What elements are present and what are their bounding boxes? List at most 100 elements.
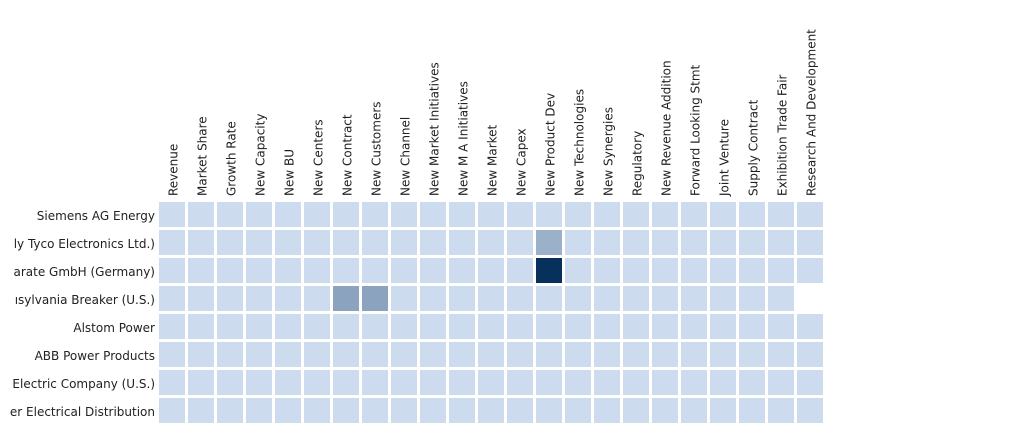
- heatmap-cell[interactable]: [536, 370, 562, 395]
- heatmap-cell[interactable]: [565, 258, 591, 283]
- heatmap-cell[interactable]: [449, 398, 475, 423]
- heatmap-cell[interactable]: [681, 342, 707, 367]
- heatmap-cell[interactable]: [652, 230, 678, 255]
- heatmap-cell[interactable]: [594, 370, 620, 395]
- heatmap-cell[interactable]: [507, 258, 533, 283]
- heatmap-cell[interactable]: [797, 202, 823, 227]
- heatmap-cell[interactable]: [623, 314, 649, 339]
- heatmap-cell[interactable]: [739, 342, 765, 367]
- heatmap-cell[interactable]: [246, 314, 272, 339]
- heatmap-cell[interactable]: [391, 342, 417, 367]
- heatmap-cell[interactable]: [217, 370, 243, 395]
- heatmap-cell[interactable]: [710, 342, 736, 367]
- heatmap-cell[interactable]: [420, 202, 446, 227]
- heatmap-cell[interactable]: [710, 370, 736, 395]
- heatmap-cell[interactable]: [507, 314, 533, 339]
- heatmap-cell[interactable]: [188, 258, 214, 283]
- heatmap-cell[interactable]: [159, 202, 185, 227]
- heatmap-cell[interactable]: [159, 286, 185, 311]
- heatmap-cell[interactable]: [681, 314, 707, 339]
- heatmap-cell[interactable]: [710, 258, 736, 283]
- heatmap-cell[interactable]: [478, 230, 504, 255]
- heatmap-cell[interactable]: [362, 202, 388, 227]
- heatmap-cell[interactable]: [333, 258, 359, 283]
- heatmap-cell[interactable]: [623, 230, 649, 255]
- heatmap-cell[interactable]: [710, 202, 736, 227]
- heatmap-cell[interactable]: [797, 370, 823, 395]
- heatmap-cell[interactable]: [333, 286, 359, 311]
- heatmap-cell[interactable]: [275, 286, 301, 311]
- heatmap-cell[interactable]: [768, 370, 794, 395]
- heatmap-cell[interactable]: [565, 230, 591, 255]
- heatmap-cell[interactable]: [391, 202, 417, 227]
- heatmap-cell[interactable]: [565, 342, 591, 367]
- heatmap-cell[interactable]: [478, 202, 504, 227]
- heatmap-cell[interactable]: [391, 314, 417, 339]
- heatmap-cell[interactable]: [449, 258, 475, 283]
- heatmap-cell[interactable]: [797, 342, 823, 367]
- heatmap-cell[interactable]: [304, 370, 330, 395]
- heatmap-cell[interactable]: [507, 230, 533, 255]
- heatmap-cell[interactable]: [507, 398, 533, 423]
- heatmap-cell[interactable]: [333, 342, 359, 367]
- heatmap-cell[interactable]: [768, 398, 794, 423]
- heatmap-cell[interactable]: [768, 286, 794, 311]
- heatmap-cell[interactable]: [391, 370, 417, 395]
- heatmap-cell[interactable]: [565, 370, 591, 395]
- heatmap-cell[interactable]: [159, 230, 185, 255]
- heatmap-cell[interactable]: [478, 342, 504, 367]
- heatmap-cell[interactable]: [217, 286, 243, 311]
- heatmap-cell[interactable]: [217, 202, 243, 227]
- heatmap-cell[interactable]: [217, 342, 243, 367]
- heatmap-cell[interactable]: [362, 286, 388, 311]
- heatmap-cell[interactable]: [333, 398, 359, 423]
- heatmap-cell[interactable]: [623, 370, 649, 395]
- heatmap-cell[interactable]: [652, 314, 678, 339]
- heatmap-cell[interactable]: [391, 258, 417, 283]
- heatmap-cell[interactable]: [159, 258, 185, 283]
- heatmap-cell[interactable]: [594, 202, 620, 227]
- heatmap-cell[interactable]: [594, 286, 620, 311]
- heatmap-cell[interactable]: [507, 286, 533, 311]
- heatmap-cell[interactable]: [304, 202, 330, 227]
- heatmap-cell[interactable]: [246, 202, 272, 227]
- heatmap-cell[interactable]: [681, 286, 707, 311]
- heatmap-cell[interactable]: [768, 314, 794, 339]
- heatmap-cell[interactable]: [391, 398, 417, 423]
- heatmap-cell[interactable]: [536, 342, 562, 367]
- heatmap-cell[interactable]: [652, 398, 678, 423]
- heatmap-cell[interactable]: [681, 370, 707, 395]
- heatmap-cell[interactable]: [565, 314, 591, 339]
- heatmap-cell[interactable]: [478, 314, 504, 339]
- heatmap-cell[interactable]: [275, 314, 301, 339]
- heatmap-cell[interactable]: [536, 258, 562, 283]
- heatmap-cell[interactable]: [652, 342, 678, 367]
- heatmap-cell[interactable]: [797, 314, 823, 339]
- heatmap-cell[interactable]: [362, 342, 388, 367]
- heatmap-cell[interactable]: [449, 314, 475, 339]
- heatmap-cell[interactable]: [420, 286, 446, 311]
- heatmap-cell[interactable]: [304, 258, 330, 283]
- heatmap-cell[interactable]: [246, 286, 272, 311]
- heatmap-cell[interactable]: [217, 230, 243, 255]
- heatmap-cell[interactable]: [507, 370, 533, 395]
- heatmap-cell[interactable]: [536, 314, 562, 339]
- heatmap-cell[interactable]: [362, 314, 388, 339]
- heatmap-cell[interactable]: [333, 202, 359, 227]
- heatmap-cell[interactable]: [710, 398, 736, 423]
- heatmap-cell[interactable]: [623, 286, 649, 311]
- heatmap-cell[interactable]: [594, 398, 620, 423]
- heatmap-cell[interactable]: [739, 370, 765, 395]
- heatmap-cell[interactable]: [275, 258, 301, 283]
- heatmap-cell[interactable]: [652, 370, 678, 395]
- heatmap-cell[interactable]: [333, 230, 359, 255]
- heatmap-cell[interactable]: [275, 230, 301, 255]
- heatmap-cell[interactable]: [768, 258, 794, 283]
- heatmap-cell[interactable]: [420, 342, 446, 367]
- heatmap-cell[interactable]: [362, 398, 388, 423]
- heatmap-cell[interactable]: [623, 342, 649, 367]
- heatmap-cell[interactable]: [304, 342, 330, 367]
- heatmap-cell[interactable]: [536, 230, 562, 255]
- heatmap-cell[interactable]: [739, 398, 765, 423]
- heatmap-cell[interactable]: [304, 286, 330, 311]
